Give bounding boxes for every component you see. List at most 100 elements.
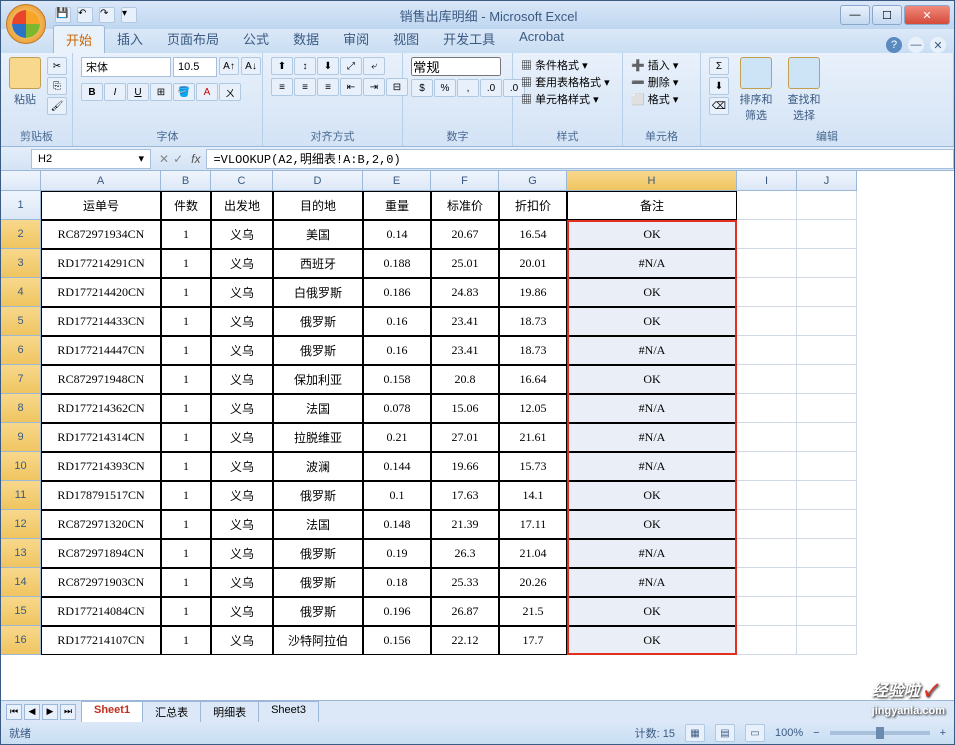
cell-E8[interactable]: 0.078 xyxy=(363,394,431,423)
ribbon-tab-3[interactable]: 公式 xyxy=(231,25,281,53)
cell-G6[interactable]: 18.73 xyxy=(499,336,567,365)
cell-D7[interactable]: 保加利亚 xyxy=(273,365,363,394)
cell-D2[interactable]: 美国 xyxy=(273,220,363,249)
cell-J10[interactable] xyxy=(797,452,857,481)
cell-D13[interactable]: 俄罗斯 xyxy=(273,539,363,568)
cell-D8[interactable]: 法国 xyxy=(273,394,363,423)
table-format-button[interactable]: ▦ 套用表格格式 ▾ xyxy=(521,74,610,90)
cell-I7[interactable] xyxy=(737,365,797,394)
format-painter-icon[interactable]: 🖌 xyxy=(47,97,67,115)
cell-E9[interactable]: 0.21 xyxy=(363,423,431,452)
fill-color-button[interactable]: 🪣 xyxy=(173,83,195,101)
cell-D11[interactable]: 俄罗斯 xyxy=(273,481,363,510)
cell-F7[interactable]: 20.8 xyxy=(431,365,499,394)
cell-E12[interactable]: 0.148 xyxy=(363,510,431,539)
cell-J12[interactable] xyxy=(797,510,857,539)
font-color-button[interactable]: A xyxy=(196,83,218,101)
row-header-1[interactable]: 1 xyxy=(1,191,41,220)
col-header-D[interactable]: D xyxy=(273,171,363,191)
col-header-G[interactable]: G xyxy=(499,171,567,191)
cell-C12[interactable]: 义乌 xyxy=(211,510,273,539)
cell-J1[interactable] xyxy=(797,191,857,220)
cell-I12[interactable] xyxy=(737,510,797,539)
cell-E11[interactable]: 0.1 xyxy=(363,481,431,510)
cell-F6[interactable]: 23.41 xyxy=(431,336,499,365)
font-name-select[interactable] xyxy=(81,57,171,77)
cell-H14[interactable]: #N/A xyxy=(567,568,737,597)
tab-nav-prev-icon[interactable]: ◀ xyxy=(24,704,40,720)
cell-C8[interactable]: 义乌 xyxy=(211,394,273,423)
cell-I11[interactable] xyxy=(737,481,797,510)
number-format-select[interactable] xyxy=(411,57,501,76)
cell-E16[interactable]: 0.156 xyxy=(363,626,431,655)
cell-J15[interactable] xyxy=(797,597,857,626)
cell-D5[interactable]: 俄罗斯 xyxy=(273,307,363,336)
row-header-15[interactable]: 15 xyxy=(1,597,41,626)
cell-A11[interactable]: RD178791517CN xyxy=(41,481,161,510)
cell-A7[interactable]: RC872971948CN xyxy=(41,365,161,394)
cell-F15[interactable]: 26.87 xyxy=(431,597,499,626)
cell-B15[interactable]: 1 xyxy=(161,597,211,626)
select-all-corner[interactable] xyxy=(1,171,41,191)
cell-C5[interactable]: 义乌 xyxy=(211,307,273,336)
cell-D1[interactable]: 目的地 xyxy=(273,191,363,220)
cell-D9[interactable]: 拉脱维亚 xyxy=(273,423,363,452)
ribbon-tab-1[interactable]: 插入 xyxy=(105,25,155,53)
cell-B10[interactable]: 1 xyxy=(161,452,211,481)
cell-I9[interactable] xyxy=(737,423,797,452)
row-header-5[interactable]: 5 xyxy=(1,307,41,336)
close-button[interactable]: ✕ xyxy=(904,5,950,25)
align-center-icon[interactable]: ≡ xyxy=(294,78,316,96)
bold-button[interactable]: B xyxy=(81,83,103,101)
help-icon[interactable]: ? xyxy=(886,37,902,53)
cell-J7[interactable] xyxy=(797,365,857,394)
cell-J5[interactable] xyxy=(797,307,857,336)
cell-C13[interactable]: 义乌 xyxy=(211,539,273,568)
align-right-icon[interactable]: ≡ xyxy=(317,78,339,96)
align-top-icon[interactable]: ⬆ xyxy=(271,57,293,75)
row-header-4[interactable]: 4 xyxy=(1,278,41,307)
comma-icon[interactable]: , xyxy=(457,79,479,97)
ribbon-tab-5[interactable]: 审阅 xyxy=(331,25,381,53)
cell-E4[interactable]: 0.186 xyxy=(363,278,431,307)
cell-J9[interactable] xyxy=(797,423,857,452)
cell-B6[interactable]: 1 xyxy=(161,336,211,365)
cell-D16[interactable]: 沙特阿拉伯 xyxy=(273,626,363,655)
percent-icon[interactable]: % xyxy=(434,79,456,97)
cell-G14[interactable]: 20.26 xyxy=(499,568,567,597)
cell-H9[interactable]: #N/A xyxy=(567,423,737,452)
formula-bar[interactable]: =VLOOKUP(A2,明细表!A:B,2,0) xyxy=(206,149,954,169)
wrap-text-icon[interactable]: ⤶ xyxy=(363,57,385,75)
cell-B8[interactable]: 1 xyxy=(161,394,211,423)
paste-button[interactable]: 粘贴 xyxy=(9,57,41,107)
align-left-icon[interactable]: ≡ xyxy=(271,78,293,96)
row-header-14[interactable]: 14 xyxy=(1,568,41,597)
ribbon-tab-7[interactable]: 开发工具 xyxy=(431,25,507,53)
sheet-tab-1[interactable]: 汇总表 xyxy=(142,701,201,722)
cell-style-button[interactable]: ▦ 单元格样式 ▾ xyxy=(521,91,599,107)
sheet-tab-3[interactable]: Sheet3 xyxy=(258,701,319,722)
cell-H13[interactable]: #N/A xyxy=(567,539,737,568)
cell-H2[interactable]: OK xyxy=(567,220,737,249)
cell-G13[interactable]: 21.04 xyxy=(499,539,567,568)
cell-A4[interactable]: RD177214420CN xyxy=(41,278,161,307)
cell-D14[interactable]: 俄罗斯 xyxy=(273,568,363,597)
cell-A8[interactable]: RD177214362CN xyxy=(41,394,161,423)
cell-F1[interactable]: 标准价 xyxy=(431,191,499,220)
cell-F13[interactable]: 26.3 xyxy=(431,539,499,568)
cell-C11[interactable]: 义乌 xyxy=(211,481,273,510)
cell-E7[interactable]: 0.158 xyxy=(363,365,431,394)
cell-A5[interactable]: RD177214433CN xyxy=(41,307,161,336)
cell-F9[interactable]: 27.01 xyxy=(431,423,499,452)
name-box[interactable]: H2▾ xyxy=(31,149,151,169)
zoom-slider[interactable] xyxy=(830,731,930,735)
cell-C1[interactable]: 出发地 xyxy=(211,191,273,220)
zoom-level[interactable]: 100% xyxy=(775,727,803,739)
tab-nav-last-icon[interactable]: ⏭ xyxy=(60,704,76,720)
row-header-10[interactable]: 10 xyxy=(1,452,41,481)
cell-B1[interactable]: 件数 xyxy=(161,191,211,220)
spreadsheet-grid[interactable]: ABCDEFGHIJ 12345678910111213141516 运单号件数… xyxy=(1,171,954,700)
autosum-icon[interactable]: Σ xyxy=(709,57,729,75)
cell-I4[interactable] xyxy=(737,278,797,307)
col-header-F[interactable]: F xyxy=(431,171,499,191)
